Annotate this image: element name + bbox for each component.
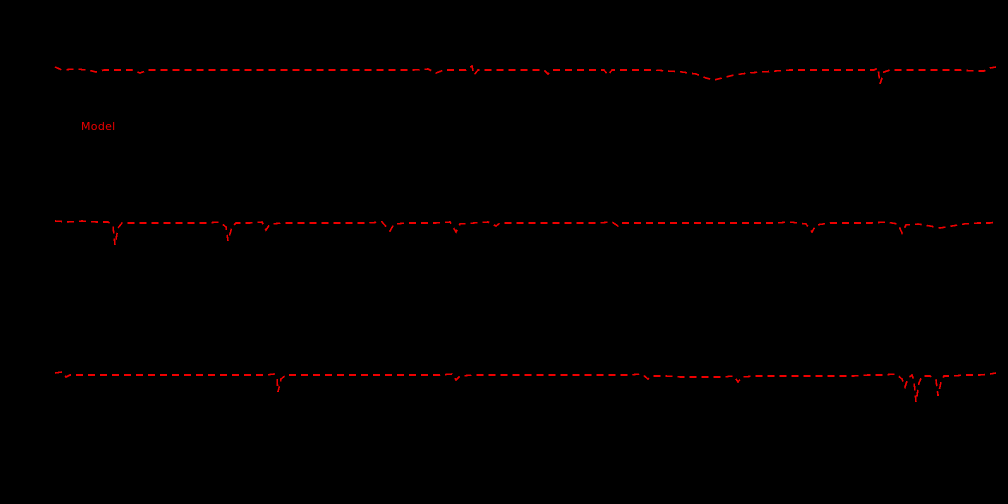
model-series-label: Model	[81, 120, 116, 133]
panel-top	[54, 64, 997, 85]
panel-middle	[54, 220, 997, 246]
panel-bottom	[54, 371, 997, 403]
model-series-group	[54, 64, 997, 403]
